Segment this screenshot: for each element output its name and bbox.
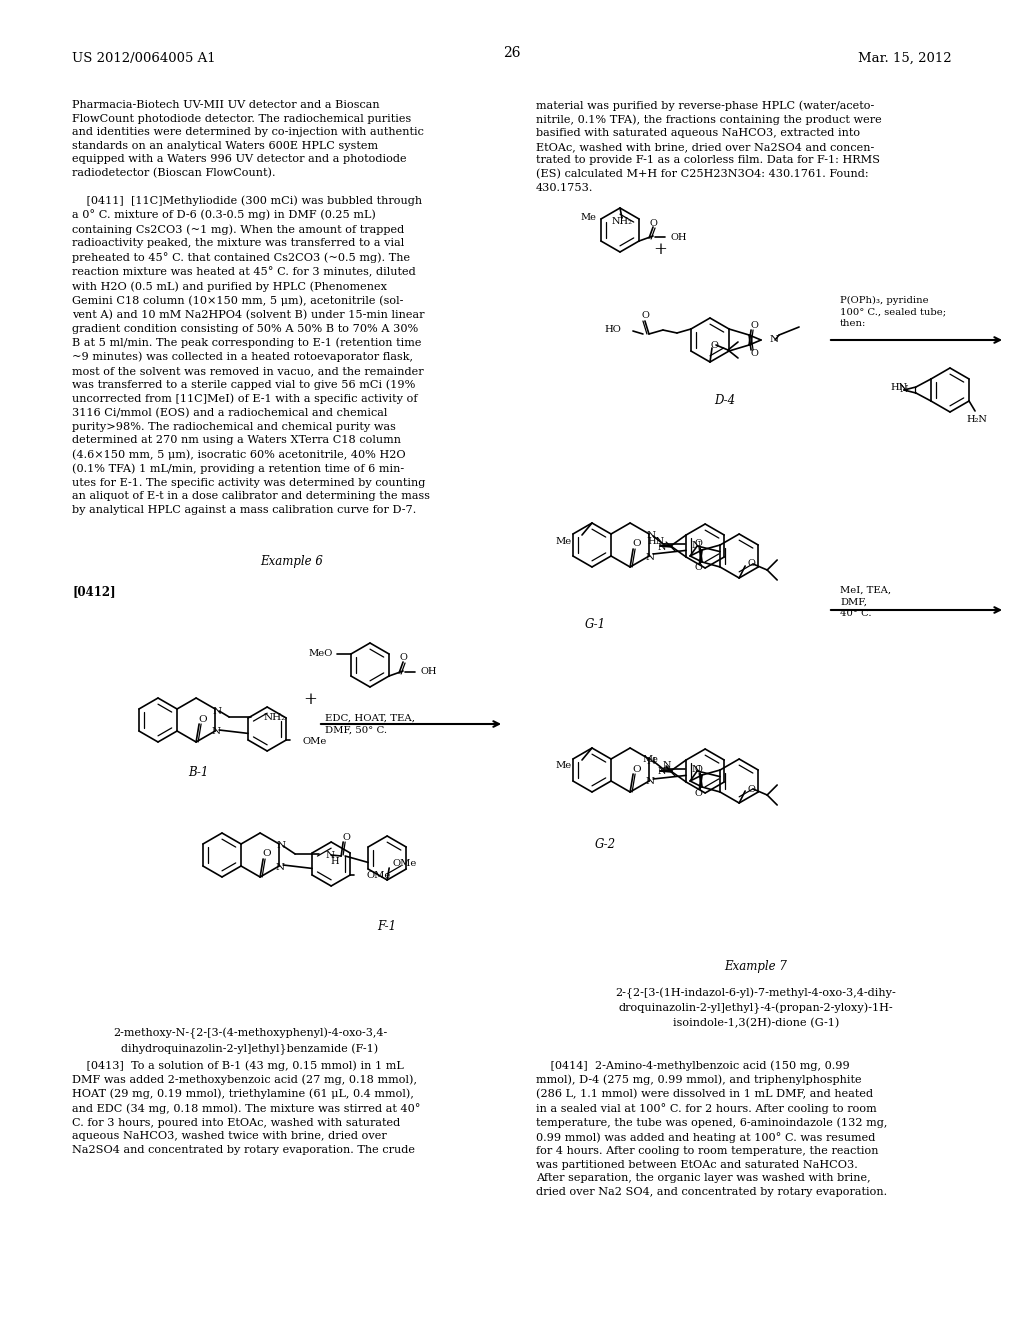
Text: N: N (212, 727, 221, 737)
Text: HN: HN (647, 537, 665, 546)
Text: B-1: B-1 (187, 766, 208, 779)
Text: N: N (899, 384, 908, 393)
Text: O: O (694, 764, 702, 774)
Text: HO: HO (604, 326, 621, 334)
Text: G-1: G-1 (585, 619, 605, 631)
Text: F-1: F-1 (378, 920, 396, 933)
Text: Example 6: Example 6 (260, 554, 324, 568)
Text: O: O (342, 833, 350, 842)
Text: H₂N: H₂N (967, 414, 987, 424)
Text: Me: Me (556, 762, 572, 771)
Text: EDC, HOAT, TEA,: EDC, HOAT, TEA, (325, 714, 415, 722)
Text: O: O (751, 322, 758, 330)
Text: Pharmacia-Biotech UV-MII UV detector and a Bioscan
FlowCount photodiode detector: Pharmacia-Biotech UV-MII UV detector and… (72, 100, 424, 178)
Text: 2-{2-[3-(1H-indazol-6-yl)-7-methyl-4-oxo-3,4-dihy-
droquinazolin-2-yl]ethyl}-4-(: 2-{2-[3-(1H-indazol-6-yl)-7-methyl-4-oxo… (615, 987, 896, 1028)
Text: N: N (276, 842, 286, 850)
Text: H: H (330, 857, 339, 866)
Text: D-4: D-4 (715, 393, 735, 407)
Text: N: N (326, 850, 334, 859)
Text: NH₂: NH₂ (611, 218, 633, 227)
Text: 26: 26 (503, 46, 521, 59)
Text: DMF,: DMF, (840, 598, 867, 606)
Text: OMe: OMe (392, 858, 417, 867)
Text: OMe: OMe (367, 871, 390, 880)
Text: N: N (657, 767, 666, 776)
Text: DMF, 50° C.: DMF, 50° C. (325, 726, 387, 734)
Text: O: O (633, 764, 641, 774)
Text: O: O (748, 560, 755, 569)
Text: 2-methoxy-N-{2-[3-(4-methoxyphenyl)-4-oxo-3,4-
dihydroquinazolin-2-yl]ethyl}benz: 2-methoxy-N-{2-[3-(4-methoxyphenyl)-4-ox… (113, 1028, 387, 1055)
Text: +: + (303, 692, 317, 709)
Text: N: N (691, 766, 700, 775)
Text: [0413]  To a solution of B-1 (43 mg, 0.15 mmol) in 1 mL
DMF was added 2-methoxyb: [0413] To a solution of B-1 (43 mg, 0.15… (72, 1060, 421, 1155)
Text: N: N (213, 706, 222, 715)
Text: Me: Me (642, 755, 658, 764)
Text: O: O (751, 350, 758, 359)
Text: Me: Me (556, 536, 572, 545)
Text: MeO: MeO (308, 649, 333, 659)
Text: N: N (645, 553, 654, 561)
Text: N: N (663, 762, 672, 771)
Text: N: N (691, 540, 700, 549)
Text: O: O (649, 219, 657, 228)
Text: 40° C.: 40° C. (840, 610, 871, 619)
Text: N: N (646, 532, 655, 540)
Text: +: + (653, 242, 667, 259)
Text: 100° C., sealed tube;: 100° C., sealed tube; (840, 308, 946, 317)
Text: OH: OH (420, 668, 436, 676)
Text: O: O (710, 342, 718, 351)
Text: P(OPh)₃, pyridine: P(OPh)₃, pyridine (840, 296, 929, 305)
Text: N: N (645, 777, 654, 787)
Text: NH₂: NH₂ (263, 714, 286, 722)
Text: O: O (263, 850, 271, 858)
Text: N: N (769, 335, 778, 345)
Text: Example 7: Example 7 (725, 960, 787, 973)
Text: US 2012/0064005 A1: US 2012/0064005 A1 (72, 51, 216, 65)
Text: N: N (657, 543, 666, 552)
Text: O: O (399, 653, 407, 663)
Text: O: O (748, 784, 755, 793)
Text: [0411]  [11C]Methyliodide (300 mCi) was bubbled through
a 0° C. mixture of D-6 (: [0411] [11C]Methyliodide (300 mCi) was b… (72, 195, 430, 515)
Text: G-2: G-2 (595, 838, 615, 851)
Text: OMe: OMe (302, 737, 327, 746)
Text: N: N (646, 756, 655, 766)
Text: MeI, TEA,: MeI, TEA, (840, 586, 891, 594)
Text: HN: HN (891, 383, 908, 392)
Text: N: N (275, 862, 285, 871)
Text: material was purified by reverse-phase HPLC (water/aceto-
nitrile, 0.1% TFA), th: material was purified by reverse-phase H… (536, 100, 882, 193)
Text: O: O (199, 714, 208, 723)
Text: O: O (694, 540, 702, 549)
Text: O: O (633, 540, 641, 549)
Text: then:: then: (840, 319, 866, 329)
Text: O: O (694, 788, 702, 797)
Text: Mar. 15, 2012: Mar. 15, 2012 (858, 51, 952, 65)
Text: [0414]  2-Amino-4-methylbenzoic acid (150 mg, 0.99
mmol), D-4 (275 mg, 0.99 mmol: [0414] 2-Amino-4-methylbenzoic acid (150… (536, 1060, 888, 1197)
Text: [0412]: [0412] (72, 585, 116, 598)
Text: OH: OH (670, 232, 686, 242)
Text: O: O (694, 564, 702, 573)
Text: Me: Me (580, 214, 596, 223)
Text: O: O (641, 310, 649, 319)
